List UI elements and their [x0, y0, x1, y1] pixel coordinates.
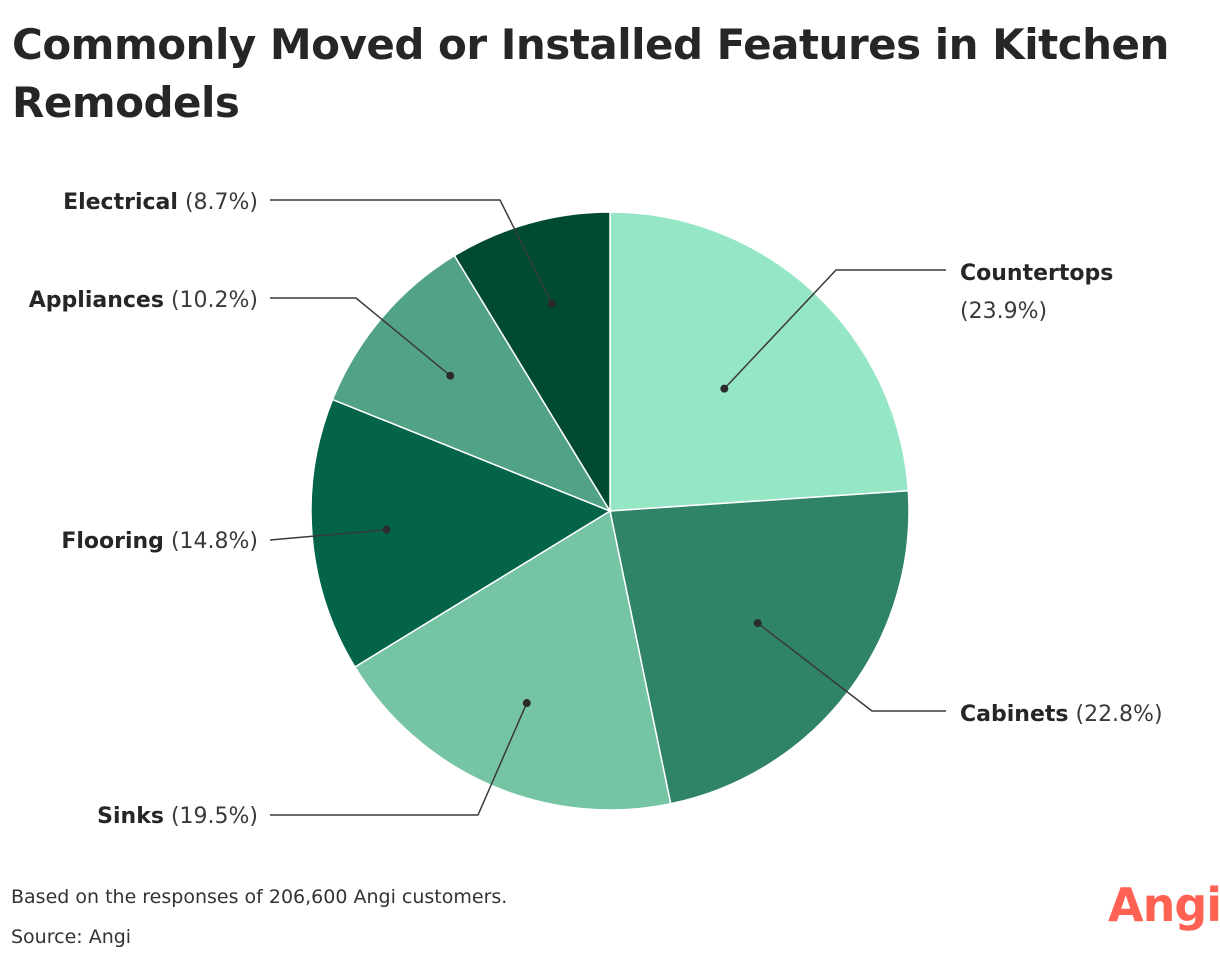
label-name-cabinets: Cabinets — [960, 702, 1068, 727]
label-value-electrical: (8.7%) — [185, 190, 258, 215]
label-value-flooring: (14.8%) — [171, 529, 258, 554]
footnote-responses: Based on the responses of 206,600 Angi c… — [11, 886, 508, 908]
label-cabinets: Cabinets (22.8%) — [960, 702, 1163, 727]
label-value-countertops: (23.9%) — [960, 299, 1047, 324]
leader-dot-flooring — [382, 525, 391, 534]
label-name-countertops: Countertops — [960, 261, 1113, 286]
leader-dot-appliances — [446, 371, 455, 380]
leader-dot-countertops — [720, 384, 729, 393]
footnote-source: Source: Angi — [11, 926, 132, 948]
label-sinks: Sinks (19.5%) — [97, 804, 258, 829]
leader-dot-cabinets — [753, 619, 762, 628]
pie-slices — [310, 211, 910, 811]
leader-dot-electrical — [547, 299, 556, 308]
slice-electrical — [453, 211, 611, 514]
label-name-appliances: Appliances — [29, 288, 164, 313]
leader-line-flooring — [269, 528, 387, 541]
label-countertops: Countertops (23.9%) — [960, 261, 1113, 324]
leader-line-appliances — [270, 297, 451, 377]
label-value-cabinets: (22.8%) — [1075, 702, 1162, 727]
leader-line-electrical — [270, 199, 553, 305]
leader-line-sinks — [270, 702, 528, 816]
label-name-sinks: Sinks — [97, 804, 164, 829]
label-appliances: Appliances (10.2%) — [29, 288, 258, 313]
slice-labels: Countertops (23.9%) Cabinets (22.8%) Sinks (1… — [29, 190, 1163, 829]
label-value-sinks: (19.5%) — [171, 804, 258, 829]
chart-title: Commonly Moved or Installed Features in … — [12, 20, 1169, 127]
label-flooring: Flooring (14.8%) — [61, 529, 258, 554]
leader-dot-sinks — [522, 699, 531, 708]
label-value-appliances: (10.2%) — [171, 288, 258, 313]
leader-lines — [269, 199, 946, 816]
slice-countertops — [609, 211, 910, 512]
label-electrical: Electrical (8.7%) — [63, 190, 258, 215]
label-name-flooring: Flooring — [61, 529, 164, 554]
label-name-electrical: Electrical — [63, 190, 178, 215]
slice-appliances — [331, 254, 612, 513]
leader-line-cabinets — [757, 622, 946, 712]
leader-line-countertops — [723, 269, 946, 390]
angi-logo: Angi — [1108, 878, 1220, 932]
